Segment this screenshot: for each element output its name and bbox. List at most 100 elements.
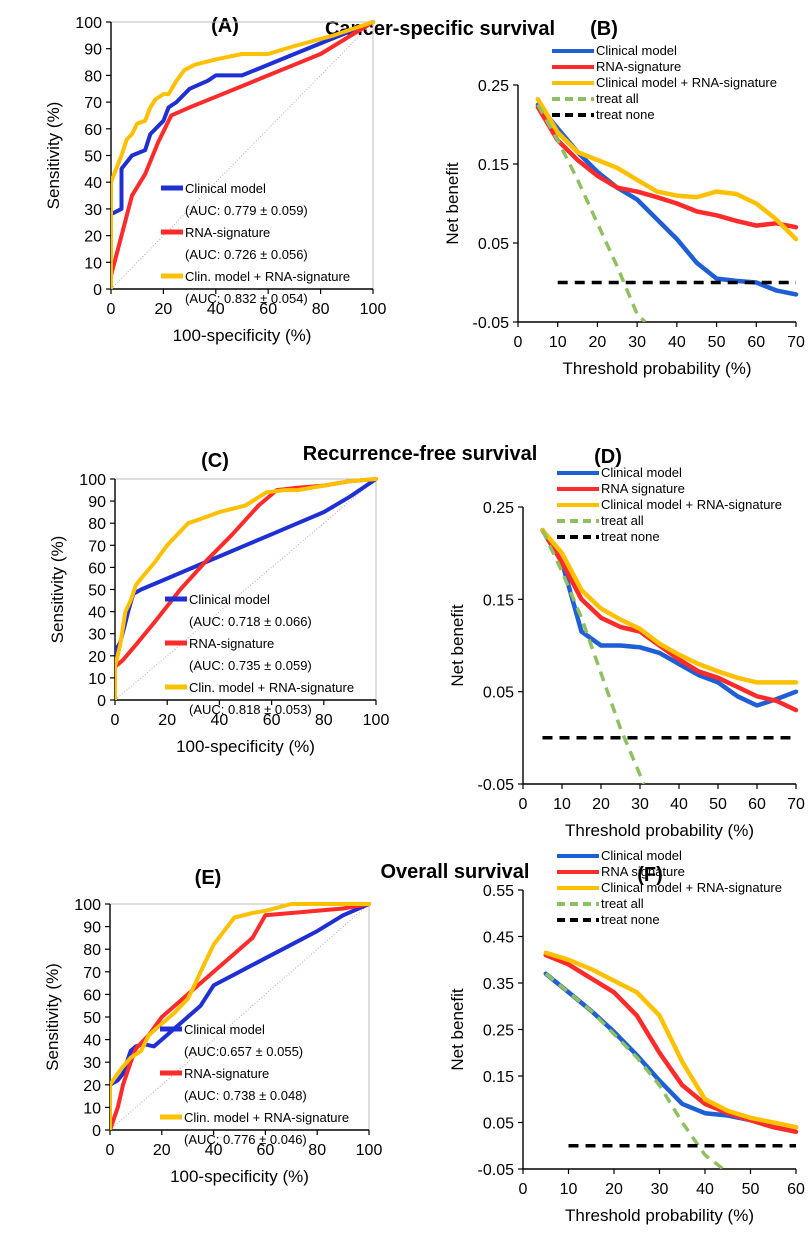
y-tick-label: 0	[97, 693, 106, 710]
legend-label: Clinical model + RNA-signature	[601, 880, 782, 895]
x-tick-label: 20	[155, 301, 173, 318]
x-axis-title: Threshold probability (%)	[565, 1206, 754, 1225]
x-tick-label: 40	[205, 1142, 223, 1159]
chart-panel-roc_E: (E) 0 20 40 60 80 100 0 10 20 30 40 50 60 70 80 90 100 100…	[43, 867, 382, 1186]
legend-auc-label: (AUC: 0.735 ± 0.059)	[189, 658, 312, 673]
y-tick-label: 0.05	[478, 236, 509, 253]
x-tick-label: 70	[787, 334, 805, 351]
legend-auc-label: (AUC: 0.818 ± 0.053)	[189, 702, 312, 717]
legend-auc-label: (AUC: 0.832 ± 0.054)	[185, 291, 308, 306]
x-tick-label: 80	[308, 1142, 326, 1159]
legend-label: RNA signature	[601, 481, 685, 496]
x-axis-title: 100-specificity (%)	[170, 1167, 309, 1186]
legend-auc-label: (AUC: 0.738 ± 0.048)	[184, 1088, 307, 1103]
x-tick-label: 20	[158, 712, 176, 729]
x-tick-label: 10	[553, 796, 571, 813]
x-tick-label: 50	[709, 796, 727, 813]
y-tick-label: 20	[83, 1078, 101, 1095]
x-axis-title: Threshold probability (%)	[565, 821, 754, 840]
y-tick-label: 90	[83, 920, 101, 937]
section-title-3: Overall survival	[381, 861, 530, 883]
y-tick-label: 60	[84, 122, 102, 139]
series-line-clin-model-rna-signature	[110, 902, 371, 1130]
x-tick-label: 40	[670, 796, 688, 813]
x-tick-label: 60	[747, 334, 765, 351]
legend-label: Clin. model + RNA-signature	[184, 1110, 349, 1125]
y-tick-label: 90	[84, 42, 102, 59]
y-tick-label: 10	[84, 255, 102, 272]
series-line-clinical-model	[540, 527, 799, 708]
y-tick-label: 0.55	[483, 883, 514, 900]
legend-label: Clinical model + RNA-signature	[596, 75, 777, 90]
series-line-clinical-model	[111, 20, 375, 289]
x-tick-label: 0	[519, 796, 528, 813]
y-axis-title: Sensitivity (%)	[43, 963, 62, 1071]
x-tick-label: 60	[748, 796, 766, 813]
x-tick-label: 0	[106, 1142, 115, 1159]
legend-auc-label: (AUC: 0.726 ± 0.056)	[185, 247, 308, 262]
y-tick-label: 0.45	[483, 930, 514, 947]
y-tick-label: 10	[83, 1100, 101, 1117]
panel-label: (E)	[195, 867, 222, 889]
series-line-clinical-model-rna-signature	[543, 950, 799, 1130]
section-title-1: Cancer-specific survival	[325, 18, 555, 40]
y-tick-label: 50	[83, 1010, 101, 1027]
legend-auc-label: (AUC:0.657 ± 0.055)	[184, 1044, 303, 1059]
y-tick-label: 70	[84, 95, 102, 112]
x-tick-label: 30	[651, 1181, 669, 1198]
panel-label: (F)	[637, 864, 663, 886]
y-tick-label: 30	[83, 1055, 101, 1072]
series-line-clinical-model-rna-signature	[535, 96, 799, 242]
panel-label: (A)	[211, 15, 239, 37]
x-tick-label: 50	[742, 1181, 760, 1198]
x-tick-label: 20	[589, 334, 607, 351]
panel-label: (B)	[590, 18, 618, 40]
legend-label: RNA-signature	[189, 636, 274, 651]
x-axis-title: 100-specificity (%)	[176, 737, 315, 756]
series-line-rna-signature	[540, 527, 799, 713]
legend-auc-label: (AUC: 0.779 ± 0.059)	[185, 203, 308, 218]
legend-label: treat all	[596, 91, 639, 106]
x-tick-label: 70	[787, 796, 805, 813]
x-axis-title: Threshold probability (%)	[563, 359, 752, 378]
y-axis-title: Net benefit	[448, 604, 467, 686]
y-tick-label: 10	[88, 671, 106, 688]
legend-label: Clin. model + RNA-signature	[189, 680, 354, 695]
y-tick-label: 100	[79, 472, 106, 489]
x-tick-label: 80	[312, 301, 330, 318]
series-line-rna-signature	[111, 20, 375, 289]
panel-label: (C)	[201, 450, 229, 472]
x-axis-title: 100-specificity (%)	[173, 326, 312, 345]
x-tick-label: 40	[207, 301, 225, 318]
series-line-treat-all	[536, 103, 647, 322]
legend-label: treat all	[601, 513, 644, 528]
y-tick-label: 40	[84, 175, 102, 192]
chart-panel-dca_B: (B) 0 10 20 30 40 50 60 70 -0.05 0.05 0.15 0.25 Thres…	[443, 18, 805, 378]
y-tick-label: 0.25	[483, 1023, 514, 1040]
y-tick-label: 60	[83, 987, 101, 1004]
series-line-clin-model-rna-signature	[111, 20, 375, 289]
legend-label: Clinical model	[601, 848, 682, 863]
x-tick-label: 40	[668, 334, 686, 351]
legend-label: Clinical model + RNA-signature	[601, 497, 782, 512]
y-tick-label: 90	[88, 494, 106, 511]
y-tick-label: 0.25	[483, 500, 514, 517]
legend-label: RNA signature	[601, 864, 685, 879]
legend-label: RNA-signature	[184, 1066, 269, 1081]
legend-label: RNA-signature	[185, 225, 270, 240]
y-tick-label: -0.05	[473, 315, 510, 332]
y-axis-title: Net benefit	[443, 162, 462, 244]
y-tick-label: 50	[84, 149, 102, 166]
legend-label: Clinical model	[189, 592, 270, 607]
x-tick-label: 40	[696, 1181, 714, 1198]
y-tick-label: 40	[88, 605, 106, 622]
y-tick-label: 30	[88, 627, 106, 644]
legend-label: Clin. model + RNA-signature	[185, 269, 350, 284]
series-line-clinical-model	[543, 971, 799, 1130]
y-tick-label: -0.05	[478, 777, 515, 794]
x-tick-label: 0	[514, 334, 523, 351]
y-tick-label: 40	[83, 1033, 101, 1050]
y-tick-label: 0.25	[478, 78, 509, 95]
